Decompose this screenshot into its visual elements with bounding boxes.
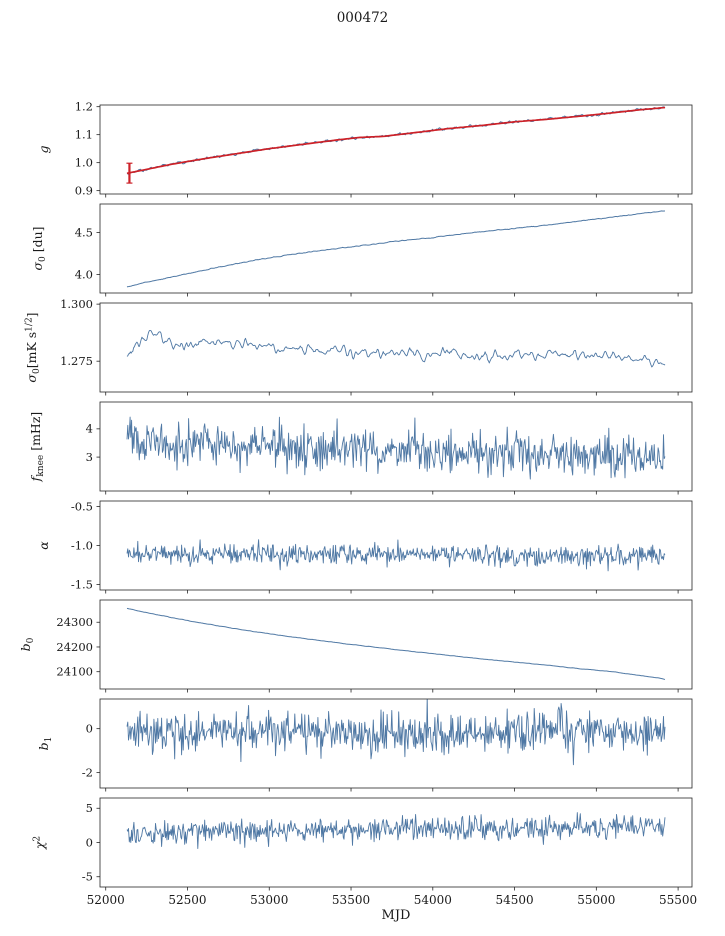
axes-spine bbox=[99, 401, 693, 492]
x-tick-label: 55500 bbox=[659, 893, 697, 907]
subplot-f-knee: 3 4 fknee [mHz] bbox=[28, 401, 693, 495]
y-tick-label: 0.9 bbox=[75, 183, 93, 197]
series-gain-fit bbox=[126, 106, 666, 175]
y-tick-label: 0 bbox=[86, 721, 93, 735]
axes-spine bbox=[99, 698, 693, 789]
subplot-sigma0-du: 4.0 4.5 σ0 [du] bbox=[30, 203, 693, 297]
subplot-b1: -2 0 b1 bbox=[36, 698, 693, 792]
x-tick-label: 53000 bbox=[250, 893, 288, 907]
series-sigma0-du bbox=[126, 210, 665, 288]
y-axis-label-sigma0-mK: σ0[mK s1/2] bbox=[24, 312, 42, 382]
y-tick-label: -1.5 bbox=[71, 577, 93, 591]
y-axis-label-g: g bbox=[36, 145, 51, 153]
x-tick-label: 54500 bbox=[495, 893, 533, 907]
y-tick-label: 1.300 bbox=[60, 297, 93, 311]
y-tick-label: 24300 bbox=[56, 615, 93, 629]
y-tick-label: 3 bbox=[86, 450, 93, 464]
axes-spine bbox=[99, 599, 693, 690]
x-tick-label: 53500 bbox=[332, 893, 370, 907]
subplot-g: 0.9 1.0 1.1 1.2 g bbox=[36, 99, 693, 198]
y-tick-label: 1.0 bbox=[75, 155, 93, 169]
series-alpha bbox=[126, 539, 666, 572]
axes-spine bbox=[99, 797, 693, 888]
y-tick-label: -0.5 bbox=[71, 499, 93, 513]
x-tick-label: 52000 bbox=[87, 893, 125, 907]
axes-spine bbox=[99, 500, 693, 591]
axes-spine bbox=[99, 203, 693, 294]
axes-spine bbox=[99, 104, 693, 195]
series-sigma0-mK bbox=[126, 330, 666, 368]
y-tick-label: 4 bbox=[86, 422, 93, 436]
x-tick-label: 55000 bbox=[577, 893, 615, 907]
y-tick-label: 24200 bbox=[56, 640, 93, 654]
y-axis-label-b1: b1 bbox=[36, 737, 54, 751]
y-tick-label: 24100 bbox=[56, 664, 93, 678]
y-tick-label: -5 bbox=[82, 870, 93, 884]
y-tick-label: 4.0 bbox=[75, 267, 93, 281]
subplot-sigma0-mK: 1.275 1.300 σ0[mK s1/2] bbox=[24, 297, 693, 396]
y-axis-label-f-knee: fknee [mHz] bbox=[28, 412, 46, 483]
y-tick-label: 0 bbox=[86, 835, 93, 849]
y-axis-label-alpha: α bbox=[36, 541, 51, 550]
y-axis-label-b0: b0 bbox=[18, 637, 36, 651]
series-b0 bbox=[126, 607, 666, 680]
y-axis-label-chi2: χ2 bbox=[32, 836, 47, 850]
series-b1 bbox=[126, 699, 666, 766]
figure-title: 000472 bbox=[336, 10, 389, 26]
subplot-b0: 24100 24200 24300 b0 bbox=[18, 599, 693, 693]
x-axis-label: MJD bbox=[381, 908, 411, 923]
series-chi2 bbox=[126, 812, 666, 849]
y-tick-label: -2 bbox=[82, 765, 93, 779]
series-f-knee bbox=[126, 416, 666, 480]
y-tick-label: -1.0 bbox=[71, 538, 93, 552]
series-gain-data bbox=[126, 106, 666, 175]
x-tick-label: 52500 bbox=[168, 893, 206, 907]
y-axis-label-sigma0-du: σ0 [du] bbox=[30, 226, 48, 270]
y-tick-label: 1.2 bbox=[75, 99, 93, 113]
x-tick-label: 54000 bbox=[414, 893, 452, 907]
y-tick-label: 5 bbox=[86, 801, 93, 815]
subplot-alpha: -1.5 -1.0 -0.5 α bbox=[36, 499, 693, 594]
y-tick-label: 1.275 bbox=[60, 354, 93, 368]
axes-spine bbox=[99, 302, 693, 393]
subplot-chi2: -5 0 5 χ2 bbox=[32, 797, 693, 891]
y-tick-label: 1.1 bbox=[75, 127, 93, 141]
y-tick-label: 4.5 bbox=[75, 225, 93, 239]
